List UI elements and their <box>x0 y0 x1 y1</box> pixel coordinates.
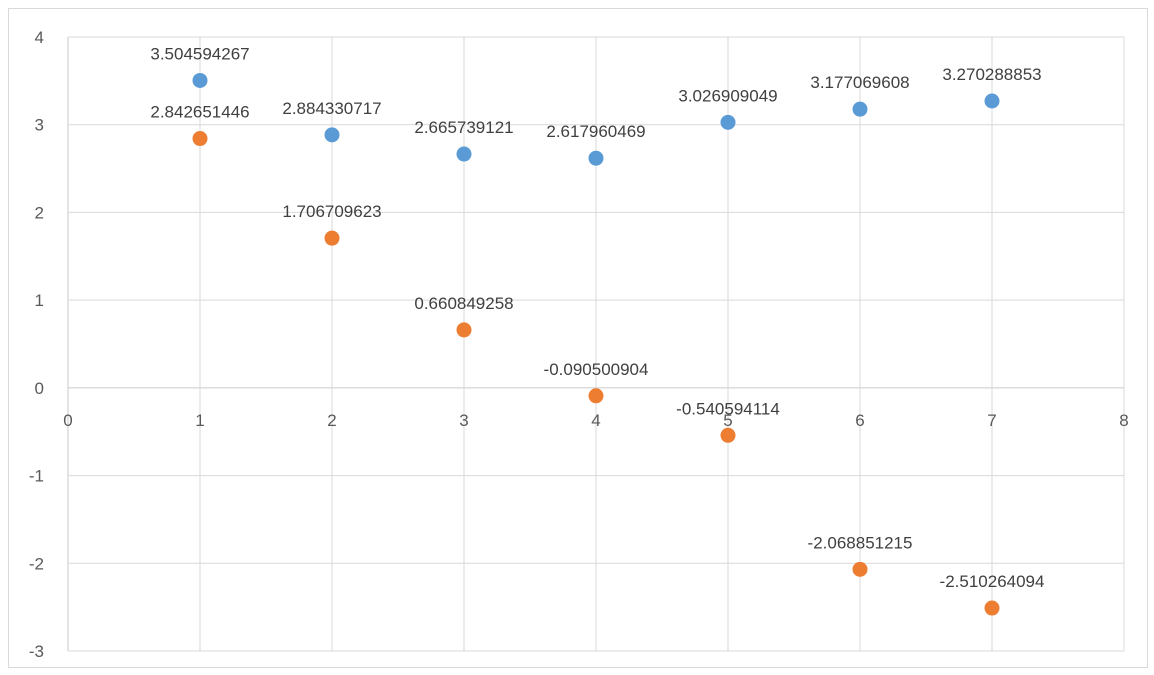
chart-area <box>8 8 1148 668</box>
y-tick-label: -1 <box>29 467 44 486</box>
data-label: 3.177069608 <box>810 73 909 92</box>
data-point <box>852 101 868 117</box>
data-label: -2.510264094 <box>940 572 1045 591</box>
y-tick-label: -2 <box>29 554 44 573</box>
data-label: 3.270288853 <box>942 65 1041 84</box>
y-tick-label: 4 <box>35 28 44 47</box>
y-tick-label: 0 <box>35 379 44 398</box>
y-axis-tick-labels: 4 3 2 1 0 -1 -2 -3 <box>29 28 44 661</box>
data-point <box>324 127 340 143</box>
data-label: 3.026909049 <box>678 86 777 105</box>
data-label: 1.706709623 <box>282 202 381 221</box>
data-label: 3.504594267 <box>150 44 249 63</box>
data-label: 2.617960469 <box>546 122 645 141</box>
x-tick-label: 7 <box>987 411 996 430</box>
y-tick-label: 1 <box>35 291 44 310</box>
data-point <box>984 93 1000 109</box>
y-tick-label: -3 <box>29 642 44 661</box>
x-tick-label: 6 <box>855 411 864 430</box>
data-point <box>984 600 1000 616</box>
data-point <box>720 114 736 130</box>
data-points <box>192 72 1000 616</box>
data-point <box>192 72 208 88</box>
x-tick-label: 3 <box>459 411 468 430</box>
data-point <box>588 150 604 166</box>
data-label: 2.842651446 <box>150 103 249 122</box>
data-label: 2.884330717 <box>282 99 381 118</box>
data-labels: 3.504594267 2.884330717 2.665739121 2.61796… <box>150 44 1044 591</box>
data-point <box>192 131 208 147</box>
data-label: 2.665739121 <box>414 118 513 137</box>
x-tick-label: 0 <box>63 411 72 430</box>
data-label: -0.090500904 <box>544 360 649 379</box>
data-point <box>456 322 472 338</box>
data-label: -0.540594114 <box>676 399 780 418</box>
x-axis-tick-labels: 0 1 2 3 4 5 6 7 8 <box>63 411 1128 430</box>
y-tick-label: 2 <box>35 203 44 222</box>
x-tick-label: 4 <box>591 411 600 430</box>
x-tick-label: 1 <box>195 411 204 430</box>
x-tick-label: 8 <box>1119 411 1128 430</box>
data-point <box>852 561 868 577</box>
y-tick-label: 3 <box>35 116 44 135</box>
data-point <box>456 146 472 162</box>
data-label: -2.068851215 <box>808 533 913 552</box>
data-point <box>588 388 604 404</box>
data-label: 0.660849258 <box>414 294 513 313</box>
data-point <box>324 230 340 246</box>
x-tick-label: 5 <box>723 411 732 430</box>
data-point <box>720 427 736 443</box>
x-tick-label: 2 <box>327 411 336 430</box>
